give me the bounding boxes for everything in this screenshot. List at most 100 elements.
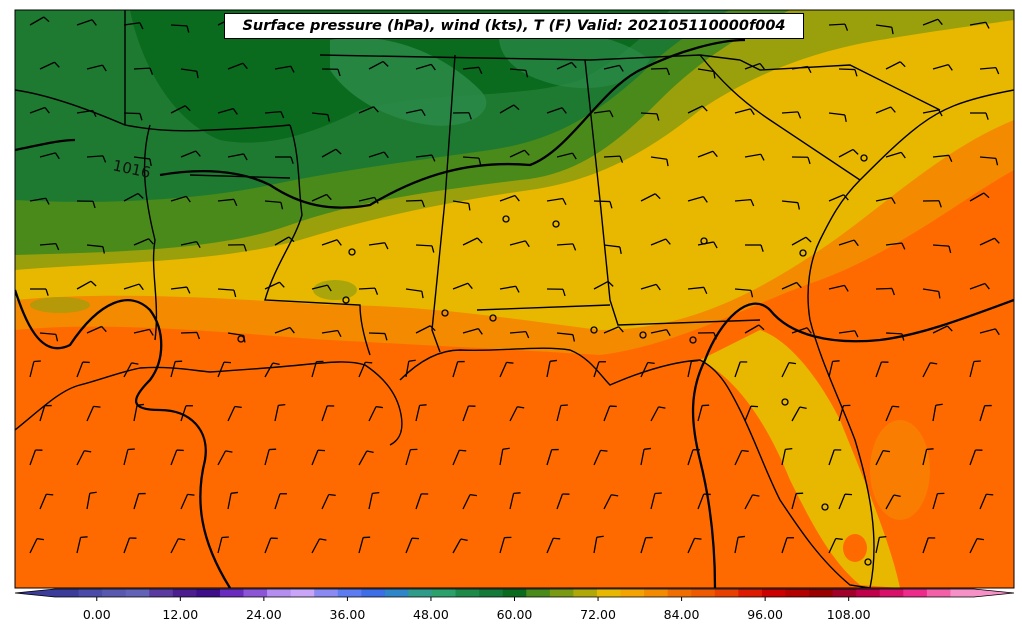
isobars	[15, 38, 1014, 588]
wind-barb	[969, 282, 986, 290]
wind-barb	[368, 406, 377, 422]
wind-barb-flag	[948, 245, 952, 254]
colorbar-segment	[102, 589, 127, 597]
wind-barb	[29, 197, 46, 202]
colorbar-tick-label: 96.00	[747, 607, 784, 622]
wind-barb	[650, 406, 660, 422]
wind-barb-flag	[666, 329, 671, 337]
wind-barb	[640, 362, 649, 378]
wind-barb	[29, 538, 38, 554]
wind-barb-flag	[243, 244, 247, 252]
wind-barb-flag	[665, 238, 671, 245]
wind-barb	[499, 194, 516, 202]
colorbar-segment	[172, 589, 197, 597]
wind-barb	[217, 361, 225, 378]
wind-barb-flag	[749, 108, 755, 116]
wind-barb	[170, 105, 186, 114]
wind-barb	[885, 151, 902, 158]
wind-barb-flag	[280, 111, 285, 119]
wind-barb-flag	[290, 65, 295, 73]
wind-barb-flag	[658, 406, 666, 409]
wind-barb-flag	[788, 361, 797, 365]
wind-barb	[180, 405, 187, 422]
wind-barb	[86, 244, 103, 248]
wind-barb	[556, 152, 573, 158]
wind-barb	[133, 156, 150, 160]
colorbar-segment	[903, 589, 928, 597]
colorbar-extend-high	[974, 589, 1014, 597]
wind-barb	[368, 493, 373, 510]
wind-barb-flag	[459, 449, 467, 452]
wind-barb-flag	[994, 237, 1000, 244]
wind-barb-flag	[431, 154, 436, 162]
wind-barb-flag	[131, 362, 139, 365]
wind-barb-flag	[948, 155, 953, 162]
wind-barb-flag	[712, 150, 718, 158]
wind-barb	[311, 193, 327, 202]
wind-barb	[979, 494, 987, 510]
wind-barb-flag	[327, 114, 331, 122]
colorbar-segment	[856, 589, 881, 597]
colorbar-tick-label: 72.00	[580, 607, 616, 622]
wind-barb	[509, 68, 526, 72]
wind-barb-flag	[54, 152, 60, 160]
wind-barb-flag	[891, 27, 894, 35]
wind-barb-flag	[138, 283, 144, 291]
wind-barb	[452, 450, 460, 466]
wind-barb	[838, 68, 856, 71]
wind-barb-flag	[290, 156, 294, 164]
wind-barb	[640, 537, 647, 554]
wind-barb-flag	[101, 64, 107, 72]
colorbar-tick-label: 0.00	[82, 607, 111, 622]
wind-barb	[123, 362, 133, 378]
wind-barb	[687, 105, 703, 114]
wind-barb	[499, 285, 516, 290]
wind-barb	[39, 152, 56, 158]
wind-barb-flag	[900, 151, 906, 159]
wind-barb	[358, 196, 375, 202]
wind-barb-flag	[713, 241, 718, 249]
wind-barb	[556, 243, 574, 246]
wind-barb	[321, 494, 330, 510]
wind-barb-flag	[148, 238, 154, 245]
wind-barb	[29, 361, 35, 378]
colorbar-segment	[125, 589, 150, 597]
wind-barb	[311, 449, 319, 466]
wind-barb-flag	[806, 327, 812, 334]
wind-barb	[274, 236, 290, 246]
wind-barb	[133, 328, 150, 334]
wind-barb-flag	[186, 25, 190, 33]
wind-barb	[76, 19, 93, 26]
wind-barb	[29, 106, 46, 114]
wind-barb	[603, 405, 611, 422]
wind-barb-flag	[337, 330, 342, 338]
wind-barb	[274, 405, 279, 422]
wind-barb	[546, 538, 554, 554]
wind-barb	[321, 329, 338, 334]
wind-barb-flag	[375, 405, 384, 409]
wind-barb-flag	[995, 67, 1000, 75]
map-title: Surface pressure (hPa), wind (kts), T (F…	[224, 13, 804, 39]
wind-barb	[932, 325, 948, 334]
wind-barb-flag	[835, 537, 843, 540]
wind-barb	[274, 326, 291, 334]
wind-barb	[969, 192, 985, 202]
wind-barb-flag	[196, 241, 201, 249]
wind-barb	[932, 493, 939, 510]
wind-barb	[697, 68, 714, 73]
wind-barb-flag	[619, 65, 624, 72]
wind-barb	[640, 283, 657, 290]
wind-barb-flag	[373, 106, 379, 113]
wind-barb-flag	[288, 236, 295, 243]
wind-barb-flag	[336, 239, 342, 246]
wind-barb-flag	[947, 64, 953, 71]
wind-barb-flag	[55, 334, 59, 342]
wind-barb-flag	[289, 327, 295, 334]
wind-barb	[838, 239, 855, 246]
wind-barb	[462, 494, 471, 510]
wind-barb	[885, 494, 895, 510]
wind-barb-flag	[431, 245, 435, 253]
wind-barb-flag	[469, 493, 478, 497]
wind-barb-flag	[382, 61, 389, 67]
wind-barb	[321, 148, 337, 158]
